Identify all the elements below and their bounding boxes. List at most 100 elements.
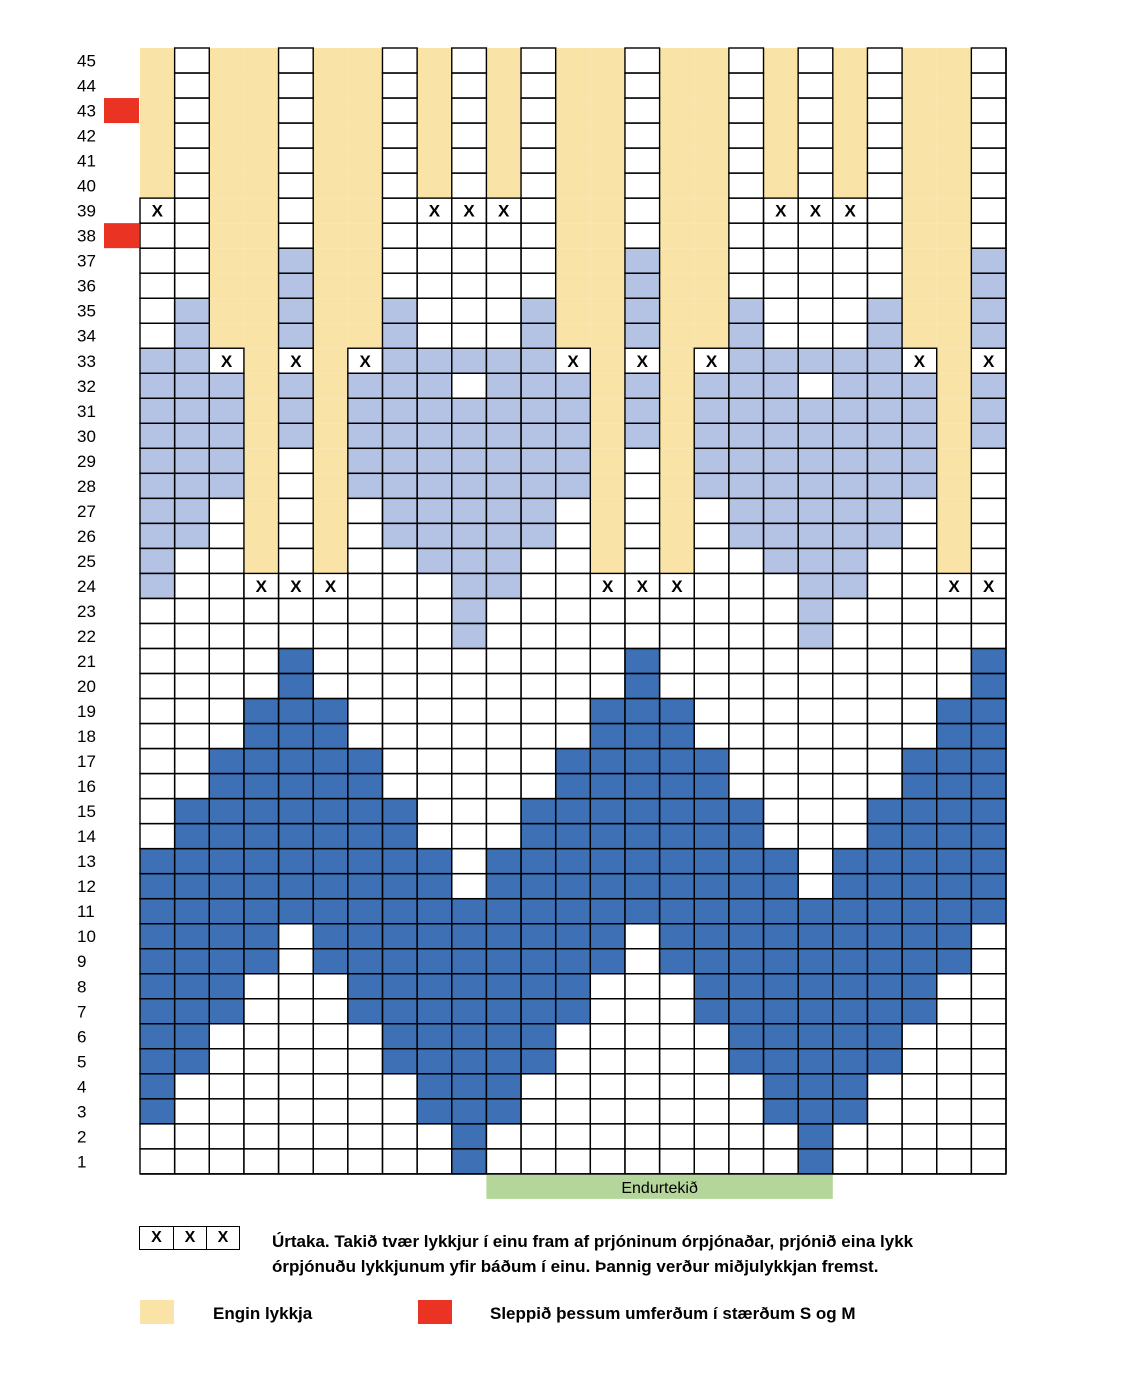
chart-cell xyxy=(763,923,799,949)
chart-cell xyxy=(382,1073,418,1099)
chart-cell xyxy=(417,798,452,824)
chart-cell xyxy=(936,73,972,99)
chart-cell xyxy=(659,273,695,299)
chart-cell xyxy=(971,673,1006,699)
chart-cell xyxy=(694,623,729,649)
chart-cell xyxy=(417,373,452,399)
row-number: 31 xyxy=(77,402,96,421)
chart-cell xyxy=(243,1048,279,1074)
chart-cell xyxy=(763,723,799,749)
chart-cell xyxy=(555,973,591,999)
chart-cell xyxy=(382,798,418,824)
chart-cell xyxy=(555,848,591,874)
chart-cell xyxy=(417,598,452,624)
chart-cell xyxy=(763,48,799,74)
chart-cell xyxy=(694,298,729,324)
chart-cell xyxy=(798,548,833,574)
chart-cell xyxy=(243,748,279,774)
chart-cell xyxy=(798,348,833,374)
chart-cell xyxy=(382,298,418,324)
chart-cell xyxy=(798,523,833,549)
chart-cell xyxy=(417,148,452,174)
chart-cell xyxy=(763,348,799,374)
chart-cell xyxy=(140,923,175,949)
chart-cell xyxy=(590,273,625,299)
chart-cell xyxy=(555,698,591,724)
chart-cell xyxy=(486,398,522,424)
chart-cell xyxy=(174,123,210,149)
chart-cell xyxy=(174,173,210,199)
chart-cell xyxy=(763,523,799,549)
chart-cell xyxy=(694,398,729,424)
chart-cell xyxy=(971,323,1006,349)
chart-cell xyxy=(624,523,660,549)
chart-cell xyxy=(832,748,868,774)
chart-cell xyxy=(624,123,660,149)
chart-cell xyxy=(347,148,383,174)
chart-cell xyxy=(971,998,1006,1024)
chart-cell xyxy=(243,848,279,874)
chart-cell xyxy=(763,273,799,299)
chart-cell xyxy=(867,798,903,824)
chart-cell xyxy=(763,748,799,774)
row-number: 42 xyxy=(77,127,96,146)
chart-cell xyxy=(313,548,348,574)
chart-cell xyxy=(798,198,833,224)
chart-cell xyxy=(902,948,937,974)
chart-cell xyxy=(313,648,348,674)
chart-cell xyxy=(209,373,244,399)
chart-cell xyxy=(971,123,1006,149)
chart-cell xyxy=(624,623,660,649)
chart-cell xyxy=(278,73,314,99)
chart-cell xyxy=(347,873,383,899)
chart-cell xyxy=(243,673,279,699)
chart-cell xyxy=(555,398,591,424)
chart-cell xyxy=(347,323,383,349)
chart-cell xyxy=(763,998,799,1024)
chart-cell xyxy=(832,123,868,149)
chart-cell xyxy=(347,473,383,499)
chart-cell xyxy=(382,123,418,149)
chart-cell xyxy=(486,998,522,1024)
chart-cell xyxy=(174,598,210,624)
chart-cell xyxy=(694,248,729,274)
chart-cell xyxy=(624,998,660,1024)
chart-cell xyxy=(382,1048,418,1074)
chart-cell xyxy=(694,973,729,999)
chart-cell xyxy=(451,723,487,749)
chart-cell xyxy=(382,923,418,949)
chart-cell xyxy=(521,173,556,199)
chart-cell xyxy=(451,1123,487,1149)
chart-cell xyxy=(555,448,591,474)
chart-cell xyxy=(659,1073,695,1099)
chart-cell xyxy=(832,448,868,474)
chart-cell xyxy=(243,98,279,124)
chart-cell xyxy=(243,248,279,274)
chart-cell xyxy=(694,73,729,99)
chart-cell xyxy=(832,223,868,249)
chart-cell xyxy=(278,848,314,874)
chart-cell xyxy=(624,1123,660,1149)
chart-cell xyxy=(728,73,764,99)
decrease-mark: X xyxy=(221,352,233,371)
skip-row-marker xyxy=(104,98,139,124)
chart-cell xyxy=(521,948,556,974)
chart-cell xyxy=(555,148,591,174)
chart-cell xyxy=(174,48,210,74)
chart-cell xyxy=(209,473,244,499)
decrease-mark: X xyxy=(706,352,718,371)
chart-cell xyxy=(971,423,1006,449)
decrease-mark: X xyxy=(359,352,371,371)
chart-cell xyxy=(174,698,210,724)
chart-cell xyxy=(243,1073,279,1099)
chart-cell xyxy=(590,148,625,174)
chart-cell xyxy=(313,398,348,424)
chart-cell xyxy=(347,373,383,399)
chart-cell xyxy=(832,598,868,624)
chart-cell xyxy=(313,148,348,174)
chart-cell xyxy=(417,398,452,424)
chart-cell xyxy=(694,548,729,574)
chart-cell xyxy=(659,623,695,649)
chart-cell xyxy=(347,848,383,874)
chart-cell xyxy=(347,1023,383,1049)
